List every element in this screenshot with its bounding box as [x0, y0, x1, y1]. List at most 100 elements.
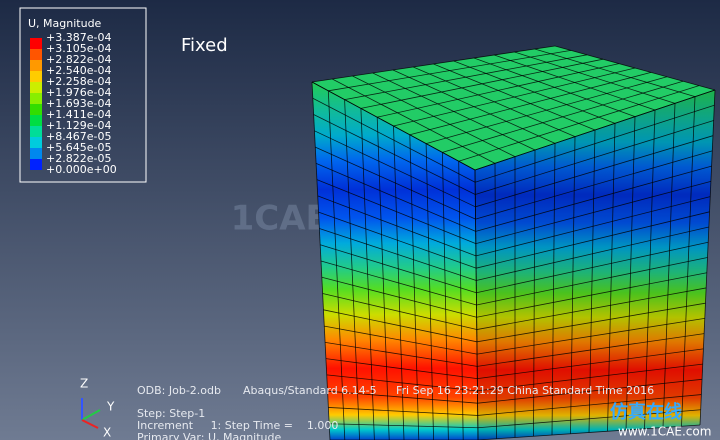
face-left: [312, 82, 478, 440]
legend-label: +2.822e-04: [46, 53, 111, 66]
mesh-line: [475, 135, 714, 208]
legend-label: +1.129e-04: [46, 119, 111, 132]
legend-swatch: [30, 49, 42, 60]
mesh-line: [425, 76, 668, 144]
model: [311, 45, 716, 440]
legend-swatch: [30, 115, 42, 126]
mesh-line: [321, 276, 477, 318]
legend-swatch: [30, 60, 42, 71]
mesh-line: [311, 45, 556, 83]
mesh-line: [475, 104, 715, 183]
legend-label: +0.000e+00: [46, 163, 117, 176]
mesh-line: [442, 80, 684, 153]
legend-label: +3.105e-04: [46, 42, 111, 55]
mesh-line: [477, 333, 705, 367]
legend-label: +1.693e-04: [46, 97, 111, 110]
legend-swatch: [30, 137, 42, 148]
mesh-line: [314, 130, 476, 208]
step: Step: Step-1: [137, 407, 205, 420]
mesh-line: [313, 114, 476, 195]
legend-label: +1.976e-04: [46, 86, 111, 99]
mesh-line: [320, 260, 477, 306]
triad-x: X: [103, 426, 111, 440]
mesh-line: [477, 424, 701, 440]
date: Fri Sep 16 23:21:29 China Standard Time …: [396, 384, 654, 397]
legend-box: [19, 7, 147, 183]
mesh-line: [476, 272, 707, 318]
watermark-url: www.1CAE.com: [618, 425, 711, 439]
mesh-line: [315, 146, 476, 220]
legend-swatch: [30, 71, 42, 82]
mesh-line: [475, 180, 712, 245]
legend-label: +8.467e-05: [46, 130, 111, 143]
legend-swatch: [30, 38, 42, 49]
triad-z: Z: [80, 377, 88, 391]
mesh-line: [477, 348, 704, 380]
triad: Z Y X: [80, 377, 115, 440]
mesh-line: [326, 374, 478, 392]
solver: Abaqus/Standard 6.14-5: [243, 384, 377, 397]
triad-y: Y: [106, 400, 115, 414]
mesh-line: [475, 120, 714, 195]
legend-title: U, Magnitude: [28, 17, 102, 30]
mesh-line: [318, 211, 477, 269]
mesh-line: [325, 341, 478, 367]
mesh-line: [327, 390, 478, 404]
legend-swatch: [30, 148, 42, 159]
mesh-line: [324, 325, 478, 355]
mesh-line: [476, 287, 707, 330]
mesh-line: [475, 196, 711, 257]
mesh-line: [319, 228, 477, 281]
mesh-line: [409, 72, 652, 136]
legend-swatch: [30, 82, 42, 93]
mesh-line: [476, 257, 708, 306]
mesh-line: [476, 318, 705, 355]
axis-y: [81, 409, 101, 421]
legend-swatch: [30, 159, 42, 170]
axis-x: [81, 419, 99, 429]
primary-var: Primary Var: U, Magnitude: [137, 431, 282, 440]
mesh-line: [329, 423, 478, 429]
mesh-line: [312, 97, 476, 183]
mesh-line: [328, 50, 572, 92]
mesh-line: [317, 195, 477, 257]
legend-label: +3.387e-04: [46, 31, 111, 44]
legend-swatch: [30, 126, 42, 137]
odb: ODB: Job-2.odb: [137, 384, 221, 397]
legend-label: +2.540e-04: [46, 64, 111, 77]
mesh-line: [458, 85, 700, 162]
mesh-line: [328, 407, 478, 416]
legend-label: +2.822e-05: [46, 152, 111, 165]
watermark-brand: 仿真在线: [610, 401, 682, 423]
mesh-line: [475, 150, 713, 220]
mesh-line: [477, 409, 701, 429]
mesh-line: [475, 211, 710, 269]
increment: Increment 1: Step Time = 1.000: [137, 419, 338, 432]
mesh-line: [377, 63, 620, 118]
legend-swatch: [30, 104, 42, 115]
mesh-line: [477, 394, 702, 416]
mesh-line: [475, 165, 712, 232]
mesh-line: [325, 358, 478, 380]
mesh-line: [476, 226, 709, 281]
mesh-line: [344, 54, 588, 100]
mesh-line: [320, 244, 477, 294]
mesh-line: [474, 89, 716, 171]
mesh-line: [476, 241, 709, 294]
mesh-line: [315, 162, 476, 232]
viewport-label: Fixed: [181, 35, 228, 56]
mesh-line: [360, 58, 604, 109]
mesh-line: [477, 363, 703, 392]
mesh-line: [322, 293, 477, 330]
mesh-line: [477, 378, 703, 404]
legend-label: +5.645e-05: [46, 141, 111, 154]
legend-label: +1.411e-04: [46, 108, 111, 121]
mesh-line: [476, 302, 706, 343]
mesh-line: [316, 179, 476, 245]
legend-label: +2.258e-04: [46, 75, 111, 88]
legend-swatch: [30, 93, 42, 104]
mesh-line: [323, 309, 477, 343]
mesh-line: [393, 67, 636, 127]
